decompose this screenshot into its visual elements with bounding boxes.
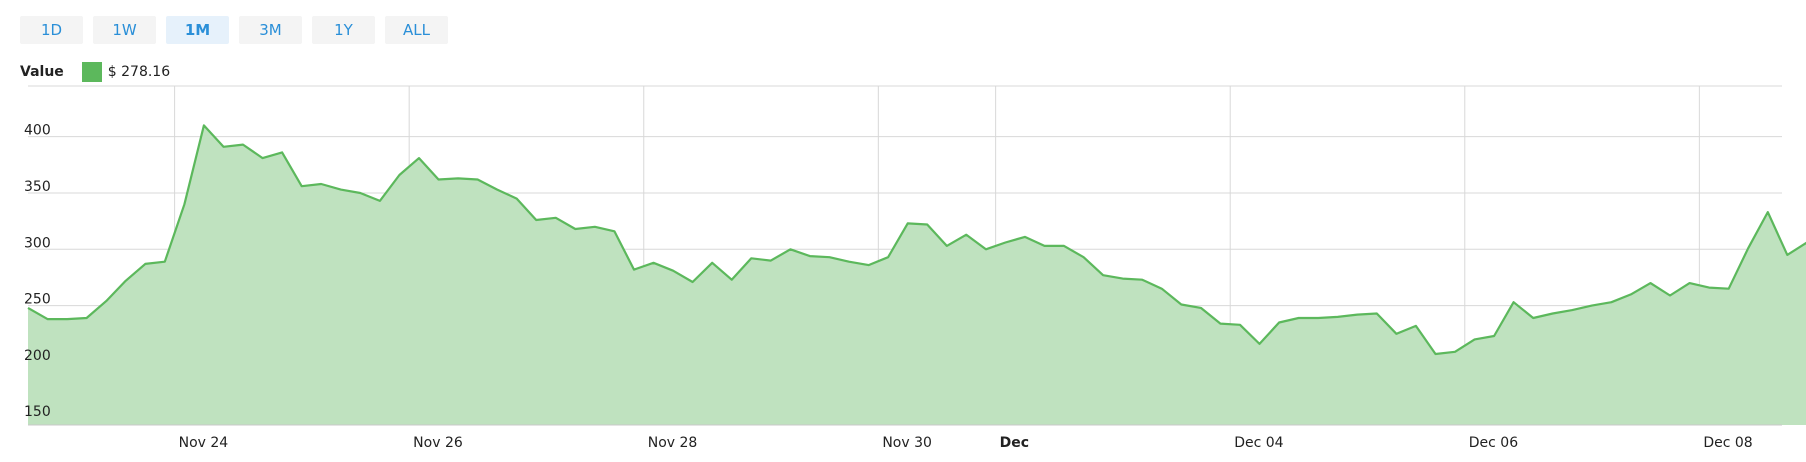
x-tick-label: Nov 28	[648, 435, 698, 451]
range-button-1d[interactable]: 1D	[20, 16, 83, 44]
legend-label: Value	[20, 64, 64, 80]
range-button-1m[interactable]: 1M	[166, 16, 229, 44]
y-tick-label: 150	[24, 404, 51, 420]
chart-legend: Value $ 278.16	[20, 60, 170, 84]
y-axis: 150 200 250 300 350 400	[24, 123, 51, 421]
range-selector: 1D 1W 1M 3M 1Y ALL	[20, 16, 448, 44]
range-button-3m[interactable]: 3M	[239, 16, 302, 44]
x-axis: Nov 24 Nov 26 Nov 28 Nov 30 Dec Dec 04 Dec 06 D…	[28, 424, 1782, 451]
y-tick-label: 250	[24, 292, 51, 308]
series-area	[28, 125, 1806, 425]
y-tick-label: 300	[24, 235, 51, 251]
x-tick-label: Nov 26	[413, 435, 463, 451]
x-tick-label: Dec 04	[1234, 435, 1283, 451]
range-button-1w[interactable]: 1W	[93, 16, 156, 44]
range-button-1y[interactable]: 1Y	[312, 16, 375, 44]
x-tick-label: Dec 06	[1469, 435, 1518, 451]
x-tick-label: Nov 24	[179, 435, 229, 451]
x-tick-label: Dec 08	[1703, 435, 1752, 451]
x-tick-label: Dec	[1000, 435, 1029, 451]
x-tick-label: Nov 30	[882, 435, 932, 451]
y-tick-label: 200	[24, 348, 51, 364]
range-button-all[interactable]: ALL	[385, 16, 448, 44]
series-value[interactable]	[27, 124, 1806, 425]
legend-swatch	[81, 62, 102, 82]
y-tick-label: 400	[24, 123, 51, 139]
series-line[interactable]	[27, 124, 1806, 356]
legend-value: $ 278.16	[107, 64, 171, 80]
y-tick-label: 350	[24, 179, 51, 195]
